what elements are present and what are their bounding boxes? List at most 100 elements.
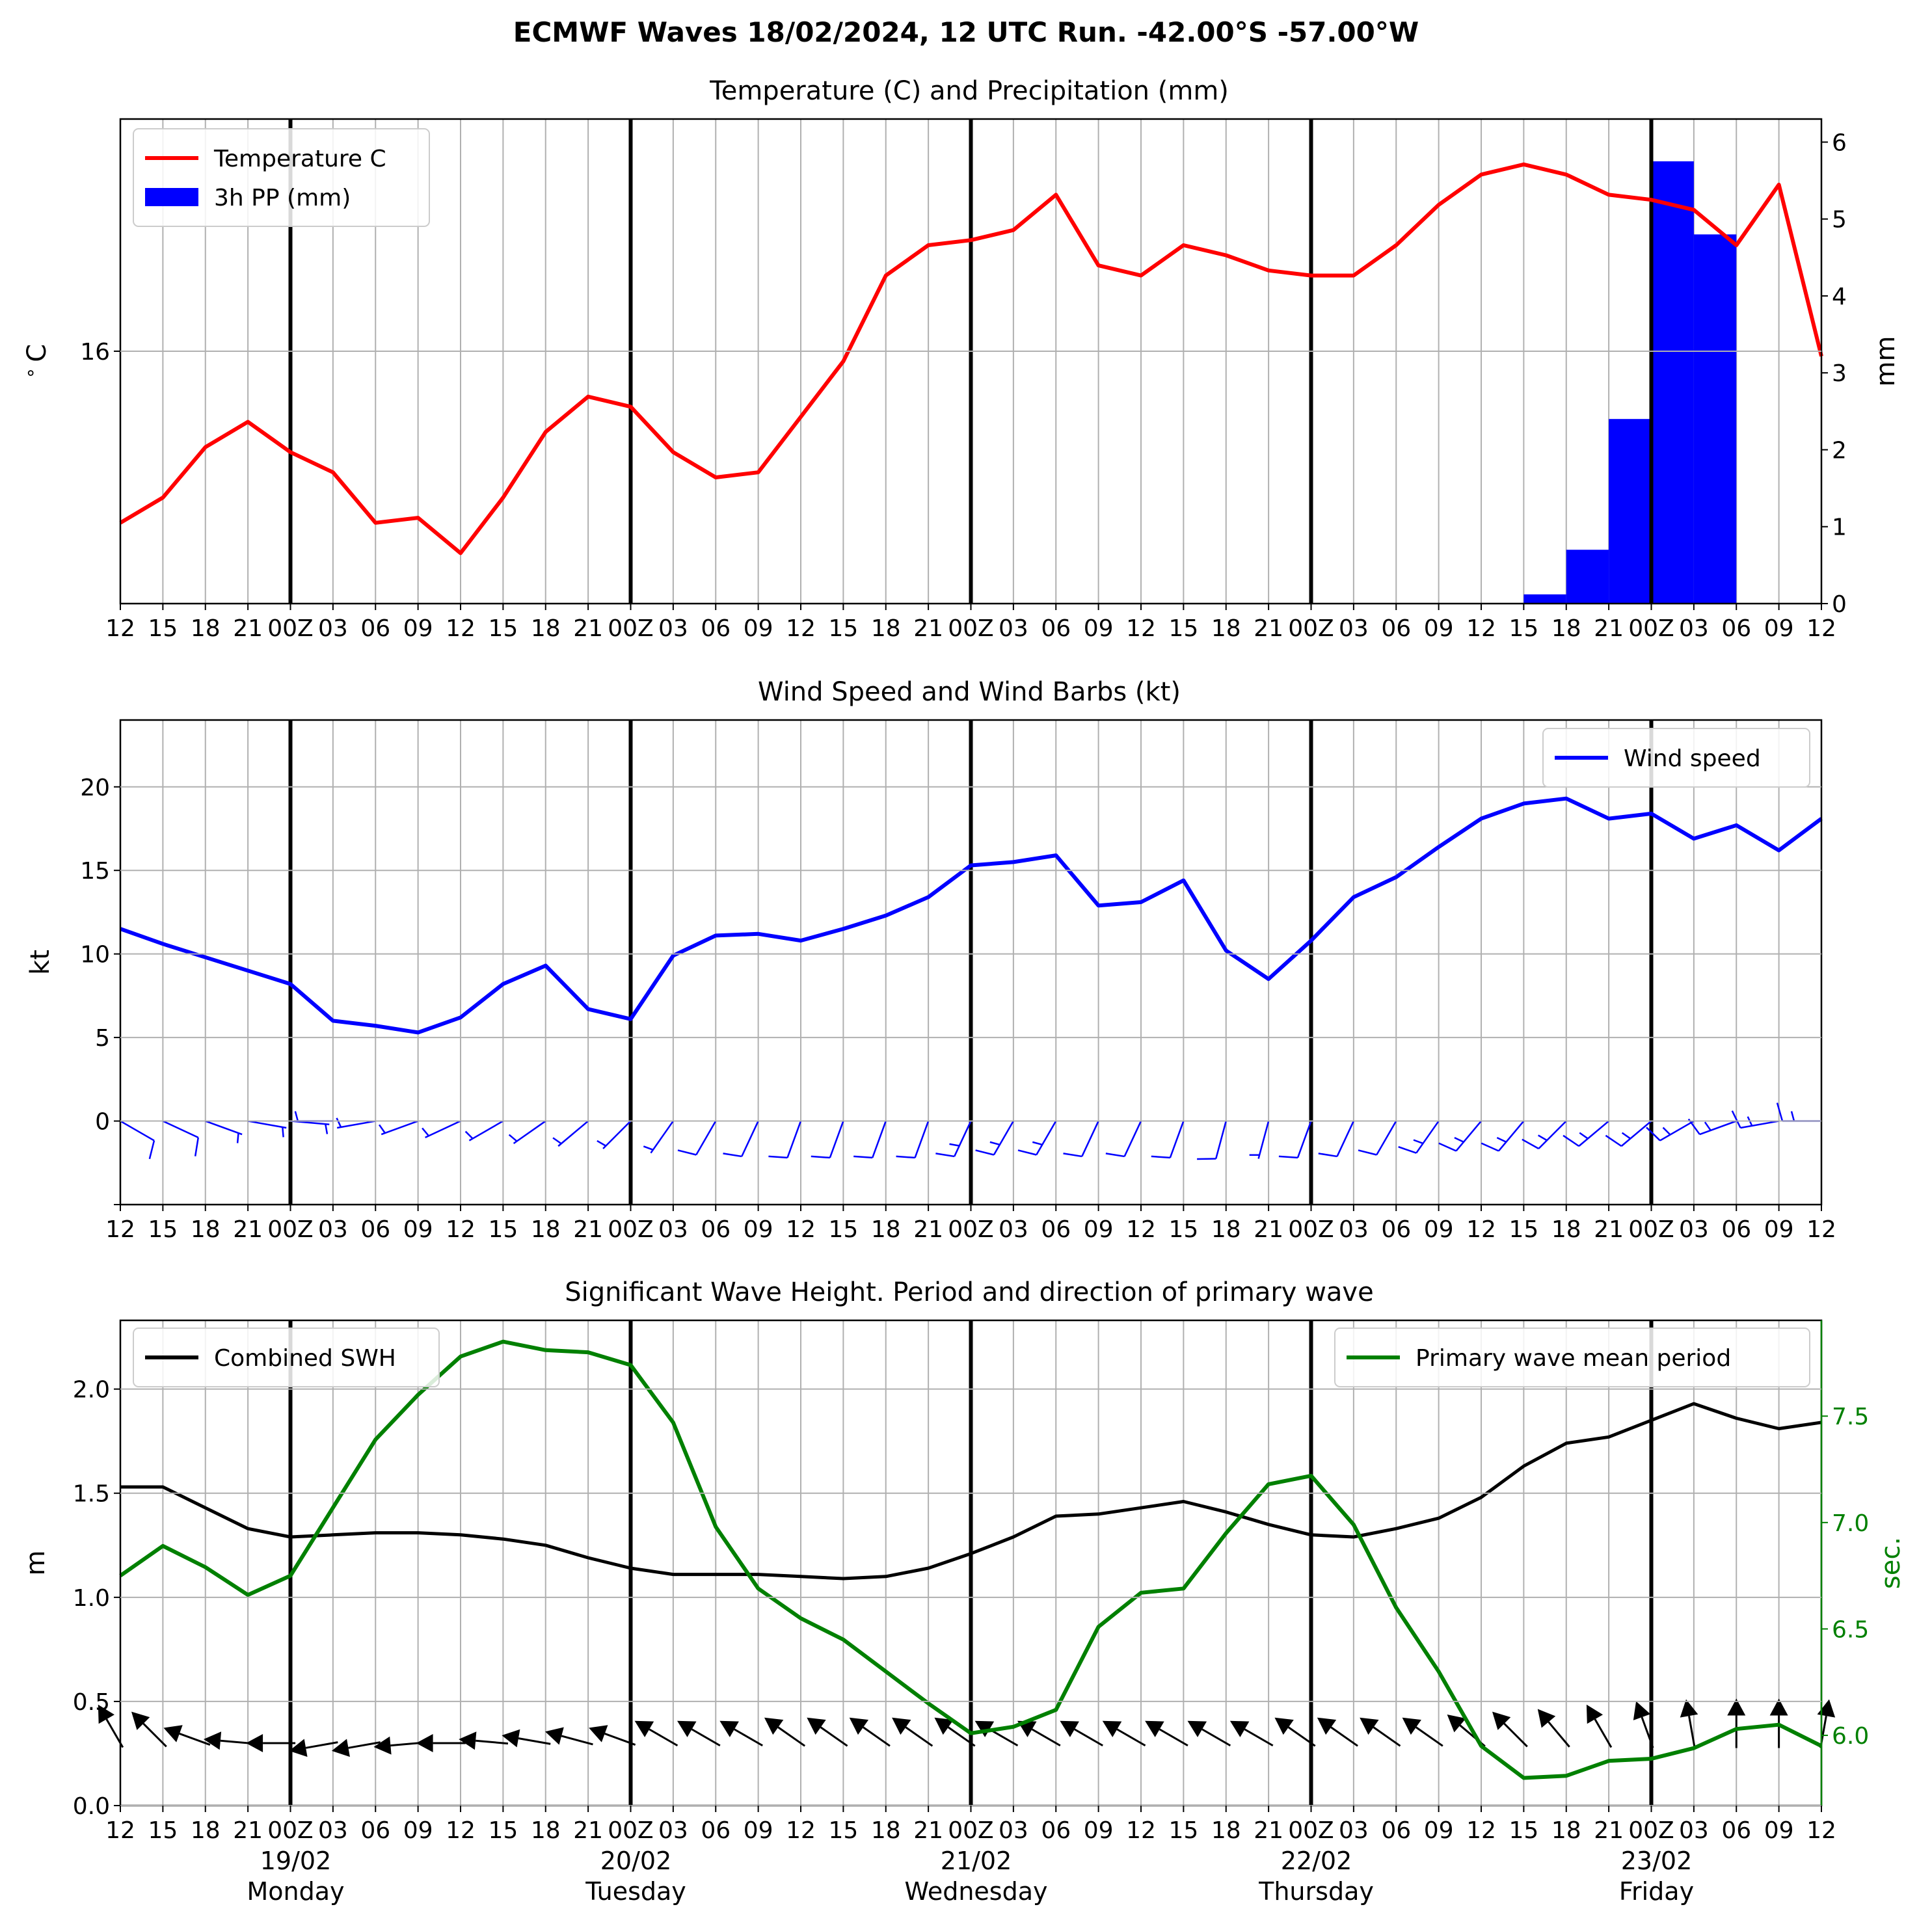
x-tick-label: 00Z bbox=[1628, 1817, 1674, 1844]
arrow-head bbox=[849, 1717, 869, 1735]
arrow-head bbox=[416, 1733, 433, 1752]
wind-barb bbox=[1063, 1121, 1099, 1158]
arrow-head bbox=[807, 1717, 826, 1735]
wind-barb-staff bbox=[829, 1121, 844, 1158]
x-tick-label: 06 bbox=[1721, 615, 1751, 642]
x-tick-label: 03 bbox=[999, 615, 1028, 642]
swh-legend: Combined SWH bbox=[133, 1328, 440, 1387]
arrow-shaft bbox=[1244, 1728, 1274, 1747]
x-tick-label: 00Z bbox=[267, 1817, 313, 1844]
legend-swatch bbox=[145, 188, 198, 206]
day-label-date: 22/02 bbox=[1281, 1847, 1352, 1875]
wind-barb-flag bbox=[1481, 1142, 1499, 1152]
y2-tick-label: 6.0 bbox=[1832, 1723, 1869, 1750]
wind-barb-staff bbox=[1497, 1120, 1525, 1152]
x-tick-label: 03 bbox=[999, 1817, 1028, 1844]
x-tick-label: 18 bbox=[531, 615, 561, 642]
wind-barb-flag bbox=[1438, 1142, 1456, 1152]
arrow-head bbox=[764, 1717, 784, 1735]
x-tick-label: 09 bbox=[1764, 615, 1794, 642]
arrow-head bbox=[203, 1731, 222, 1750]
arrow-shaft bbox=[863, 1726, 891, 1747]
x-tick-label: 15 bbox=[488, 1817, 518, 1844]
wave-direction-arrow bbox=[502, 1729, 551, 1748]
arrow-shaft bbox=[1503, 1722, 1528, 1748]
swh-line bbox=[120, 1402, 1822, 1581]
swh-y-label: m bbox=[21, 1551, 51, 1576]
arrow-shaft bbox=[1594, 1718, 1613, 1748]
wind-barb-staff bbox=[650, 1120, 674, 1154]
wind-barb-flag bbox=[1358, 1149, 1377, 1156]
wind-barb-staff bbox=[381, 1120, 419, 1136]
y2-tick-label: 6.5 bbox=[1832, 1616, 1869, 1643]
x-tick-label: 06 bbox=[1381, 615, 1411, 642]
arrow-head bbox=[1102, 1720, 1122, 1737]
x-tick-label: 03 bbox=[318, 615, 348, 642]
arrow-shaft bbox=[1415, 1726, 1443, 1747]
y2-tick-label: 3 bbox=[1832, 360, 1847, 387]
wave-direction-arrow bbox=[634, 1720, 678, 1747]
x-tick-label: 15 bbox=[1168, 615, 1198, 642]
wind-barb bbox=[1358, 1120, 1397, 1156]
wind-barb-staff bbox=[1257, 1121, 1270, 1159]
wind-barb-half-flag bbox=[1662, 1127, 1671, 1136]
x-tick-label: 03 bbox=[1339, 1216, 1369, 1243]
arrow-head bbox=[1145, 1720, 1164, 1737]
wind-barb-staff bbox=[914, 1121, 930, 1158]
wind-barb-half-flag bbox=[1704, 1121, 1711, 1131]
wind-barb-half-flag bbox=[1579, 1132, 1589, 1140]
x-tick-label: 06 bbox=[360, 615, 390, 642]
wind-barb-staff bbox=[741, 1121, 759, 1157]
arrow-shaft bbox=[1116, 1728, 1146, 1747]
x-tick-label: 03 bbox=[1679, 615, 1709, 642]
wave-direction-arrow bbox=[1187, 1720, 1231, 1747]
wind-barb bbox=[811, 1121, 844, 1159]
x-tick-label: 12 bbox=[786, 615, 816, 642]
wind-barb-half-flag bbox=[294, 1111, 299, 1121]
x-tick-label: 06 bbox=[1381, 1817, 1411, 1844]
arrow-head bbox=[1492, 1711, 1511, 1730]
wind-barb-half-flag bbox=[1537, 1134, 1548, 1141]
x-tick-label: 03 bbox=[999, 1216, 1028, 1243]
wind-barb-flag bbox=[811, 1155, 830, 1159]
arrow-head bbox=[892, 1717, 911, 1735]
y-tick-label: 2.0 bbox=[73, 1377, 110, 1404]
wind-barb-flag bbox=[194, 1137, 199, 1156]
x-tick-label: 15 bbox=[1168, 1817, 1198, 1844]
wind-barb-half-flag bbox=[552, 1137, 562, 1145]
wind-barb-staff bbox=[786, 1121, 802, 1158]
wave-direction-arrow bbox=[416, 1733, 466, 1752]
temperature-series bbox=[119, 162, 1823, 555]
temperature-panel-title: Temperature (C) and Precipitation (mm) bbox=[709, 76, 1229, 106]
arrow-shaft bbox=[905, 1726, 933, 1747]
x-tick-label: 12 bbox=[1806, 1817, 1836, 1844]
arrow-head bbox=[1633, 1701, 1651, 1720]
wind-barb-half-flag bbox=[508, 1134, 518, 1142]
wind-barb-flag bbox=[1063, 1153, 1082, 1158]
x-tick-label: 03 bbox=[1339, 1817, 1369, 1844]
wind-panel-title: Wind Speed and Wind Barbs (kt) bbox=[758, 677, 1181, 707]
wind-barb bbox=[935, 1121, 972, 1158]
x-tick-label: 12 bbox=[105, 1216, 135, 1243]
x-tick-label: 15 bbox=[488, 1216, 518, 1243]
x-tick-label: 06 bbox=[1041, 615, 1071, 642]
wind-barb-half-flag bbox=[336, 1117, 342, 1128]
x-tick-label: 21 bbox=[1254, 1216, 1283, 1243]
day-label-date: 23/02 bbox=[1621, 1847, 1693, 1875]
arrow-head bbox=[1586, 1704, 1603, 1724]
y-tick-label: 1.5 bbox=[73, 1481, 110, 1508]
legend-label: 3h PP (mm) bbox=[214, 185, 351, 211]
arrow-head bbox=[1727, 1698, 1746, 1716]
wind-barb-staff bbox=[872, 1121, 887, 1158]
x-tick-label: 12 bbox=[446, 615, 476, 642]
x-tick-label: 03 bbox=[658, 1817, 688, 1844]
wind-barb-flag bbox=[1522, 1138, 1539, 1150]
x-tick-label: 09 bbox=[1764, 1216, 1794, 1243]
wave-direction-arrow bbox=[1060, 1720, 1103, 1747]
x-tick-label: 18 bbox=[191, 1216, 221, 1243]
x-tick-label: 21 bbox=[233, 1817, 263, 1844]
wind-barb bbox=[162, 1120, 199, 1156]
wind-barb-half-flag bbox=[1621, 1132, 1631, 1140]
wind-barb bbox=[1318, 1121, 1355, 1158]
